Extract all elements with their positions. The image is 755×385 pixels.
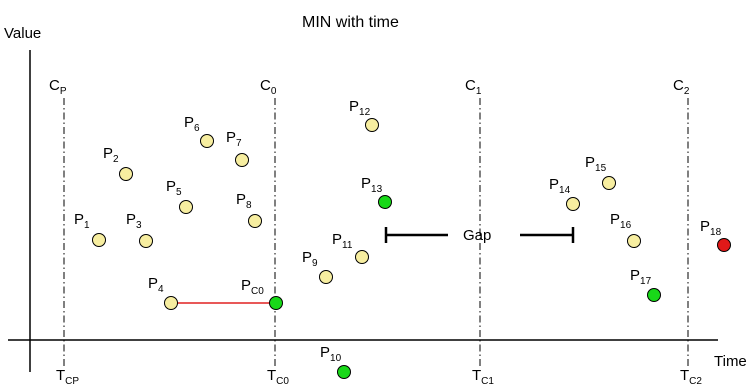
point-label-p7: P7: [226, 129, 242, 149]
x-axis-label: Time: [714, 353, 747, 370]
point-p18: [717, 238, 731, 252]
point-p2: [119, 167, 133, 181]
point-label-p17: P17: [630, 267, 652, 287]
points: P1 P2 P3 P4 P5 P6 P7 P8 PC0 P9 P10 P11 P12 P13 P14 P15 P…: [74, 98, 731, 379]
point-label-p15: P15: [585, 154, 607, 174]
point-label-p5: P5: [166, 178, 182, 198]
point-p12: [365, 118, 379, 132]
time-line-label-cp: CP: [49, 77, 67, 97]
point-pc0: [269, 296, 283, 310]
time-label-tc0: TC0: [267, 367, 289, 385]
point-p6: [200, 134, 214, 148]
gap-label: Gap: [463, 227, 491, 244]
point-p10: [337, 365, 351, 379]
diagram-title: MIN with time: [302, 14, 399, 31]
time-label-tc2: TC2: [680, 367, 702, 385]
y-axis-label: Value: [4, 25, 41, 42]
point-label-p8: P8: [236, 191, 252, 211]
point-label-p3: P3: [126, 211, 142, 231]
point-p17: [647, 288, 661, 302]
point-label-p12: P12: [349, 98, 371, 118]
point-label-p4: P4: [148, 275, 164, 295]
time-label-tc1: TC1: [472, 367, 494, 385]
time-line-label-c2: C2: [673, 77, 690, 97]
time-label-tcp: TCP: [56, 367, 79, 385]
point-label-p16: P16: [610, 211, 632, 231]
point-p8: [248, 214, 262, 228]
time-line-label-c0: C0: [260, 77, 277, 97]
point-p7: [235, 153, 249, 167]
point-p13: [378, 195, 392, 209]
point-p5: [179, 200, 193, 214]
point-p3: [139, 234, 153, 248]
time-lines: [63, 98, 689, 368]
point-label-p10: P10: [320, 344, 342, 364]
point-label-p13: P13: [361, 175, 383, 195]
point-label-p9: P9: [302, 249, 318, 269]
point-p9: [319, 270, 333, 284]
point-p16: [627, 234, 641, 248]
time-line-label-c1: C1: [465, 77, 482, 97]
point-p11: [355, 250, 369, 264]
point-label-p18: P18: [700, 218, 722, 238]
point-p15: [602, 176, 616, 190]
point-label-p2: P2: [103, 145, 119, 165]
gap-indicator: Gap: [384, 227, 575, 244]
point-label-p14: P14: [549, 176, 571, 196]
point-p4: [164, 296, 178, 310]
point-label-pc0: PC0: [241, 277, 264, 297]
point-label-p6: P6: [184, 114, 200, 134]
time-labels: CP TCP C0 TC0 C1 TC1 C2 TC2: [49, 77, 702, 385]
point-p1: [92, 233, 106, 247]
point-p14: [566, 197, 580, 211]
point-label-p11: P11: [332, 231, 353, 251]
point-label-p1: P1: [74, 211, 90, 231]
